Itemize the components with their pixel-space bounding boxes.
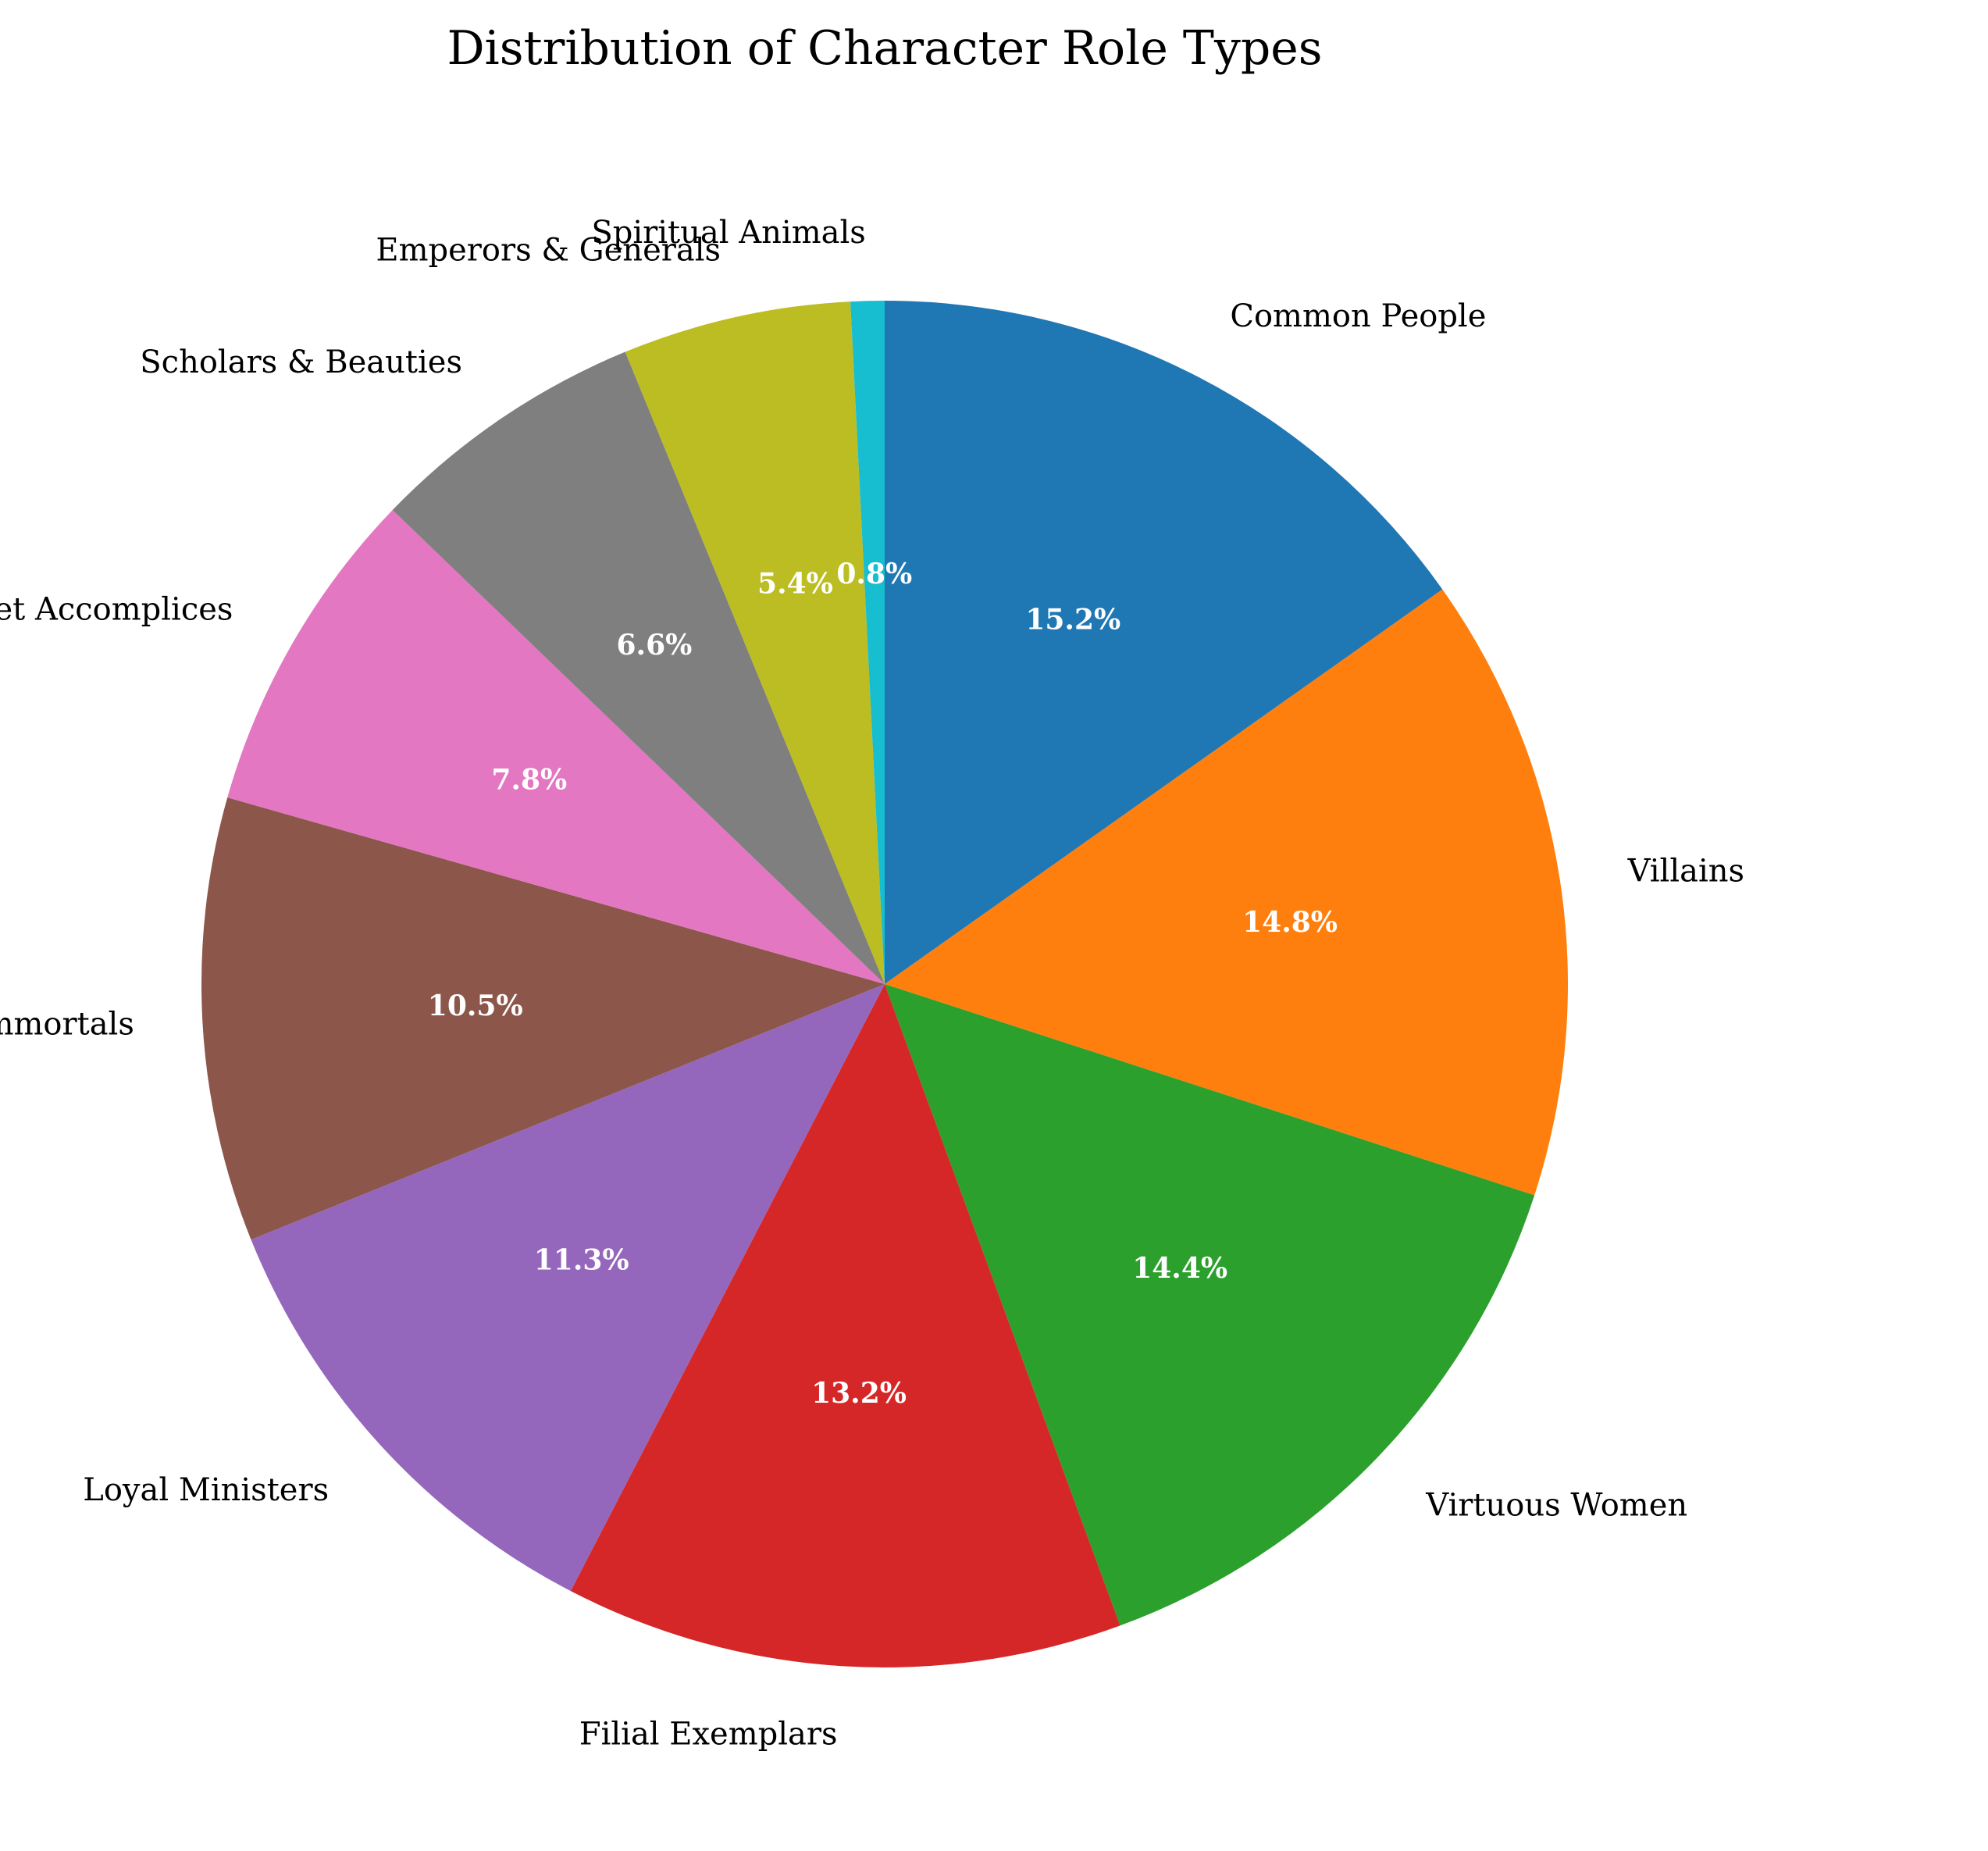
pie-category-label: Loyal Ministers xyxy=(83,1472,329,1508)
pie-percent-label: 14.4% xyxy=(1132,1252,1227,1285)
pie-slice-loyal-ministers xyxy=(251,984,885,1592)
pie-slice-emperors-and-generals xyxy=(625,301,885,984)
pie-percent-label: 6.6% xyxy=(616,629,692,662)
pie-slice-spiritual-animals xyxy=(850,301,885,984)
pie-percent-label: 13.2% xyxy=(811,1377,907,1410)
pie-category-label: Emperors & Generals xyxy=(376,233,721,269)
pie-slice-puppet-accomplices xyxy=(227,510,885,984)
pie-percent-label: 14.8% xyxy=(1242,906,1338,939)
pie-category-label: Common People xyxy=(1230,298,1486,334)
pie-slice-villains xyxy=(885,589,1568,1196)
pie-slice-scholars-and-beauties xyxy=(392,351,885,984)
pie-percent-label: 5.4% xyxy=(757,568,833,601)
pie-category-label: Puppet Accomplices xyxy=(0,591,233,627)
pie-category-labels: Common People Villains Virtuous Women Filia… xyxy=(0,215,1744,1753)
pie-slice-filial-exemplars xyxy=(570,984,1120,1667)
pie-percent-labels: 15.2% 14.8% 14.4% 13.2% 11.3% 10.5% 7.8% 6.6% 5.… xyxy=(428,558,1338,1410)
pie-category-label: Filial Exemplars xyxy=(579,1717,838,1753)
pie-slice-virtuous-women xyxy=(885,984,1535,1626)
pie-category-label: Spiritual Animals xyxy=(591,215,865,251)
pie-slice-deities-and-immortals xyxy=(201,797,885,1240)
pie-category-label: Villains xyxy=(1627,853,1745,889)
pie-category-label: Scholars & Beauties xyxy=(140,344,462,380)
pie-percent-label: 7.8% xyxy=(491,763,567,796)
pie-slice-common-people xyxy=(885,301,1443,984)
pie-percent-label: 10.5% xyxy=(428,990,523,1022)
chart-title: Distribution of Character Role Types xyxy=(447,21,1322,76)
pie-category-label: Deities & Immortals xyxy=(0,1006,134,1042)
pie-percent-label: 15.2% xyxy=(1025,604,1120,637)
pie-percent-label: 11.3% xyxy=(534,1243,629,1276)
pie-category-label: Virtuous Women xyxy=(1425,1488,1687,1524)
pie-percent-label: 0.8% xyxy=(836,558,912,590)
pie-slices xyxy=(201,301,1568,1667)
